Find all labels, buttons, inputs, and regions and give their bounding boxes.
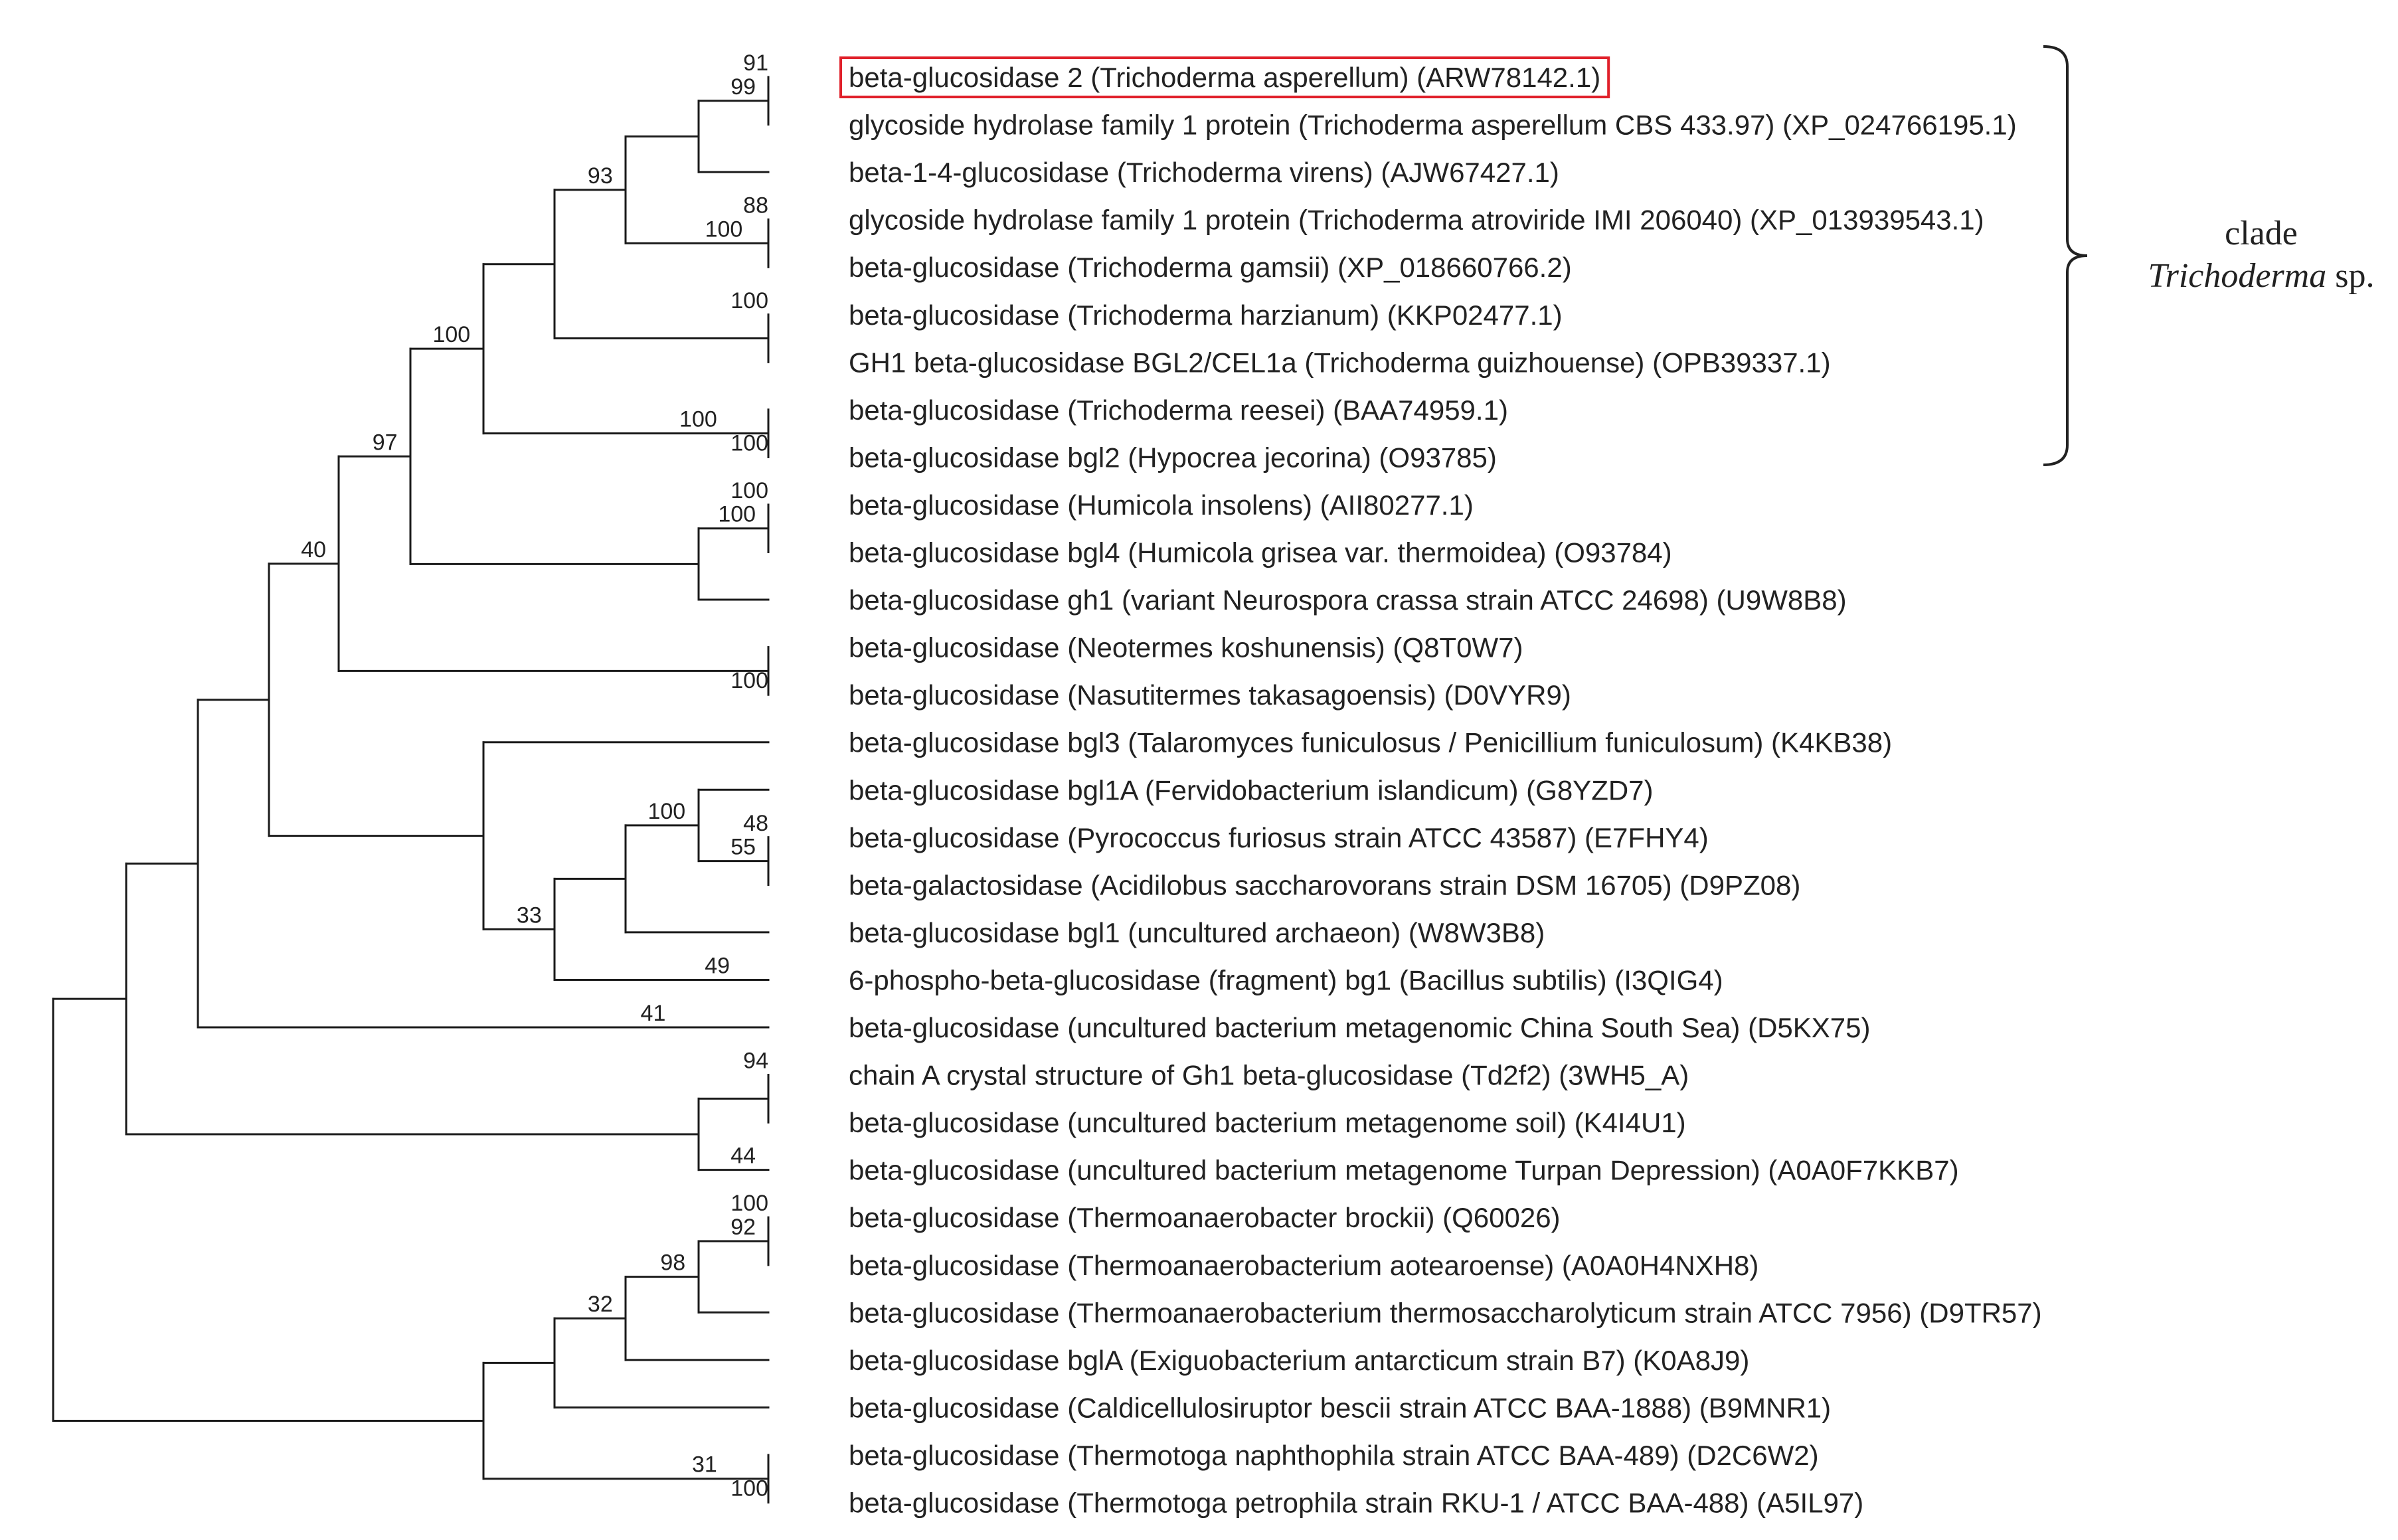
- clade-taxon: Trichoderma sp.: [2148, 257, 2375, 295]
- leaf-label: beta-glucosidase (Trichoderma harzianum)…: [849, 299, 1563, 331]
- leaf-label: beta-glucosidase bgl1 (uncultured archae…: [849, 917, 1545, 948]
- bootstrap-value: 100: [730, 288, 768, 313]
- bootstrap-value: 94: [743, 1049, 768, 1074]
- leaf-label: beta-glucosidase bglA (Exiguobacterium a…: [849, 1345, 1749, 1376]
- bootstrap-value: 31: [692, 1452, 717, 1478]
- bootstrap-value: 48: [743, 811, 768, 836]
- bootstrap-value: 100: [718, 502, 756, 527]
- highlight-box: [839, 56, 1610, 98]
- leaf-label: beta-glucosidase (Pyrococcus furiosus st…: [849, 822, 1709, 853]
- bootstrap-value: 100: [647, 799, 685, 824]
- clade-brace: [2043, 45, 2088, 466]
- bootstrap-value: 100: [730, 1191, 768, 1216]
- leaf-label: beta-glucosidase (uncultured bacterium m…: [849, 1155, 1959, 1186]
- bootstrap-value: 88: [743, 193, 768, 218]
- bootstrap-value: 40: [301, 537, 326, 562]
- bootstrap-values: 9199881001009310010010010010010097485510…: [301, 50, 768, 1501]
- leaf-label: beta-1-4-glucosidase (Trichoderma virens…: [849, 157, 1559, 188]
- leaf-label: beta-glucosidase (Thermoanaerobacter bro…: [849, 1202, 1561, 1233]
- leaf-label: beta-glucosidase (Nasutitermes takasagoe…: [849, 679, 1571, 711]
- bootstrap-value: 100: [730, 1476, 768, 1501]
- bootstrap-value: 97: [373, 430, 398, 455]
- leaf-label: beta-glucosidase (Trichoderma gamsii) (X…: [849, 252, 1572, 283]
- leaf-label: beta-glucosidase (Humicola insolens) (AI…: [849, 489, 1474, 521]
- bootstrap-value: 49: [705, 953, 730, 978]
- leaf-labels: beta-glucosidase 2 (Trichoderma asperell…: [849, 62, 2042, 1519]
- bootstrap-value: 100: [432, 322, 470, 347]
- leaf-label: GH1 beta-glucosidase BGL2/CEL1a (Trichod…: [849, 347, 1831, 378]
- leaf-label: beta-glucosidase (Thermoanaerobacterium …: [849, 1297, 2042, 1328]
- bootstrap-value: 92: [730, 1215, 756, 1240]
- leaf-label: beta-glucosidase bgl1A (Fervidobacterium…: [849, 774, 1654, 806]
- bootstrap-value: 55: [730, 835, 756, 860]
- leaf-label: 6-phospho-beta-glucosidase (fragment) bg…: [849, 964, 1723, 995]
- leaf-label: glycoside hydrolase family 1 protein (Tr…: [849, 110, 2017, 141]
- bootstrap-value: 93: [588, 163, 613, 189]
- leaf-label: beta-glucosidase (uncultured bacterium m…: [849, 1107, 1686, 1138]
- bootstrap-value: 100: [730, 668, 768, 693]
- leaf-label: beta-glucosidase (Thermotoga naphthophil…: [849, 1440, 1819, 1471]
- bootstrap-value: 32: [588, 1292, 613, 1317]
- leaf-label: glycoside hydrolase family 1 protein (Tr…: [849, 205, 1984, 236]
- bootstrap-value: 99: [730, 74, 756, 100]
- leaf-label: beta-glucosidase bgl2 (Hypocrea jecorina…: [849, 442, 1497, 473]
- leaf-label: beta-glucosidase gh1 (variant Neurospora…: [849, 584, 1847, 616]
- bootstrap-value: 100: [730, 430, 768, 456]
- tree-branches: [52, 76, 770, 1503]
- clade-label: clade: [2225, 214, 2298, 252]
- bootstrap-value: 44: [730, 1144, 756, 1169]
- leaf-label: beta-glucosidase bgl3 (Talaromyces funic…: [849, 727, 1892, 758]
- bootstrap-value: 41: [641, 1001, 666, 1026]
- leaf-label: beta-glucosidase (Trichoderma reesei) (B…: [849, 394, 1508, 426]
- bootstrap-value: 100: [705, 216, 743, 242]
- bootstrap-value: 100: [730, 478, 768, 503]
- leaf-label: beta-galactosidase (Acidilobus saccharov…: [849, 869, 1800, 900]
- leaf-label: beta-glucosidase (uncultured bacterium m…: [849, 1012, 1871, 1043]
- leaf-label: beta-glucosidase (Caldicellulosiruptor b…: [849, 1392, 1831, 1423]
- clade-rank: sp.: [2326, 257, 2374, 295]
- leaf-label: beta-glucosidase (Neotermes koshunensis)…: [849, 632, 1523, 663]
- bootstrap-value: 91: [743, 50, 768, 76]
- leaf-label: beta-glucosidase (Thermotoga petrophila …: [849, 1488, 1863, 1519]
- bootstrap-value: 100: [679, 407, 717, 432]
- leaf-label: chain A crystal structure of Gh1 beta-gl…: [849, 1060, 1689, 1091]
- leaf-label: beta-glucosidase 2 (Trichoderma asperell…: [849, 62, 1600, 93]
- leaf-label: beta-glucosidase bgl4 (Humicola grisea v…: [849, 537, 1672, 568]
- clade-genus: Trichoderma: [2148, 257, 2327, 295]
- leaf-label: beta-glucosidase (Thermoanaerobacterium …: [849, 1250, 1758, 1281]
- bootstrap-value: 98: [660, 1250, 685, 1276]
- bootstrap-value: 33: [517, 902, 542, 928]
